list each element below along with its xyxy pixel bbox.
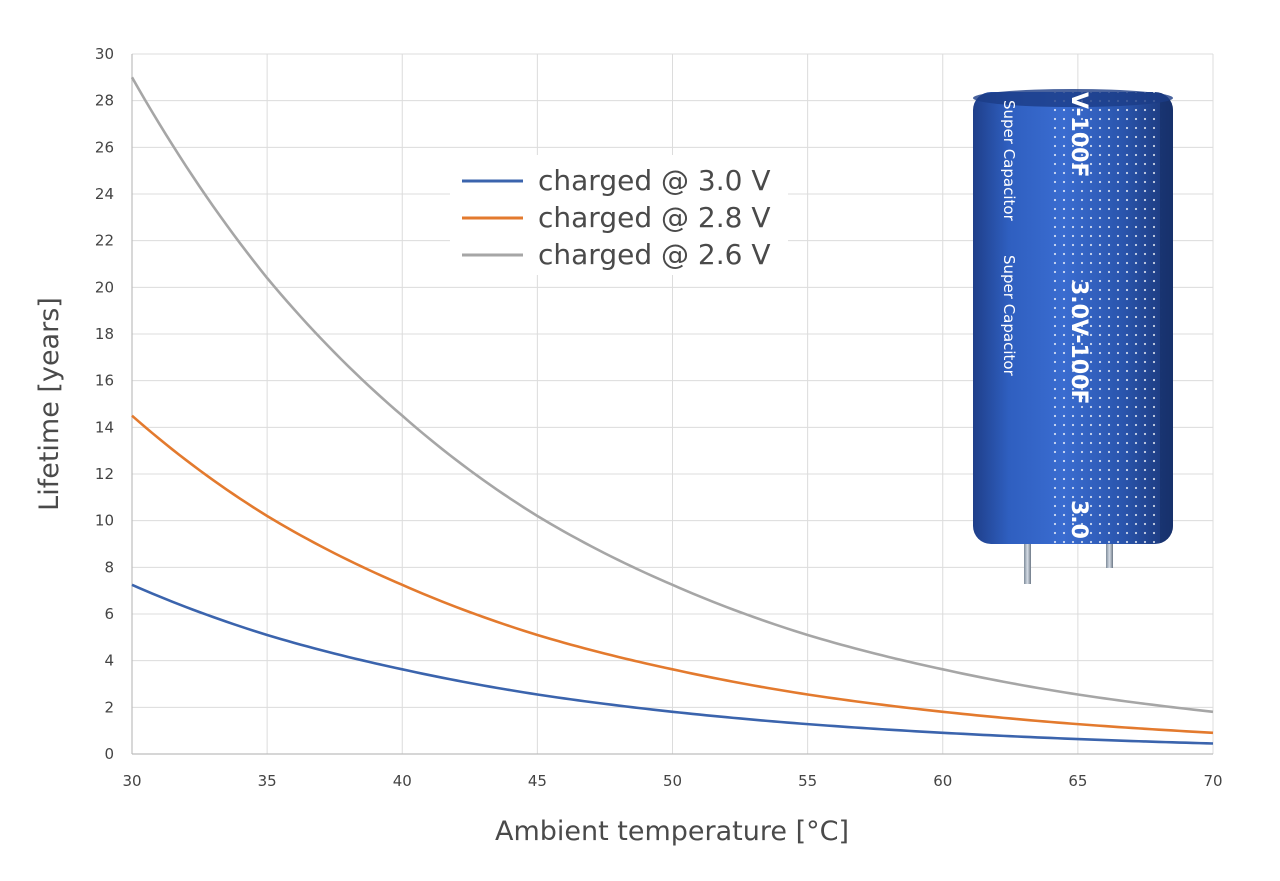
y-tick-label: 28 bbox=[95, 92, 114, 110]
y-tick-label: 22 bbox=[95, 232, 114, 250]
series-line-2 bbox=[130, 76, 1214, 714]
y-tick-label: 10 bbox=[95, 512, 114, 530]
x-tick-label: 30 bbox=[122, 772, 141, 790]
series-lines bbox=[130, 76, 1214, 745]
capacitor-lead-right bbox=[1106, 532, 1113, 568]
legend-label-2v8: charged @ 2.8 V bbox=[538, 201, 770, 234]
x-tick-label: 70 bbox=[1203, 772, 1222, 790]
y-axis-title: Lifetime [years] bbox=[34, 297, 65, 511]
x-tick-label: 55 bbox=[798, 772, 817, 790]
capacitor-brand-label-2: Super Capacitor bbox=[1000, 255, 1018, 377]
capacitor-lead-left bbox=[1024, 532, 1031, 584]
capacitor-brand-label-1: Super Capacitor bbox=[1000, 100, 1018, 222]
y-tick-label: 14 bbox=[95, 418, 114, 436]
series-line-1 bbox=[131, 414, 1214, 735]
x-tick-label: 60 bbox=[933, 772, 952, 790]
y-tick-label: 20 bbox=[95, 278, 114, 296]
y-tick-label: 6 bbox=[104, 605, 114, 623]
x-tick-label: 40 bbox=[393, 772, 412, 790]
x-tick-label: 50 bbox=[663, 772, 682, 790]
legend-label-3v0: charged @ 3.0 V bbox=[538, 164, 770, 197]
y-tick-label: 24 bbox=[95, 185, 114, 203]
y-tick-label: 26 bbox=[95, 138, 114, 156]
y-tick-label: 12 bbox=[95, 465, 114, 483]
y-tick-label: 18 bbox=[95, 325, 114, 343]
y-tick-label: 8 bbox=[104, 558, 114, 576]
x-axis-title: Ambient temperature [°C] bbox=[495, 816, 849, 847]
x-tick-labels: 30 35 40 45 50 55 60 65 70 bbox=[122, 772, 1222, 790]
y-tick-label: 30 bbox=[95, 45, 114, 63]
y-tick-label: 2 bbox=[104, 698, 114, 716]
capacitor-photo: Super Capacitor Super Capacitor V-100F 3… bbox=[973, 89, 1173, 584]
x-tick-label: 65 bbox=[1068, 772, 1087, 790]
capacitor-rating-bottom: 3.0 bbox=[1066, 500, 1091, 539]
legend-label-2v6: charged @ 2.6 V bbox=[538, 238, 770, 271]
y-tick-label: 0 bbox=[104, 745, 114, 763]
capacitor-rating-top: V-100F bbox=[1066, 92, 1091, 178]
series-line-0 bbox=[131, 583, 1214, 745]
x-tick-label: 35 bbox=[258, 772, 277, 790]
axes bbox=[131, 54, 1213, 755]
y-tick-label: 16 bbox=[95, 372, 114, 390]
x-tick-label: 45 bbox=[528, 772, 547, 790]
capacitor-rating-label: 3.0V-100F bbox=[1066, 280, 1091, 404]
y-tick-label: 4 bbox=[104, 652, 114, 670]
legend: charged @ 3.0 V charged @ 2.8 V charged … bbox=[450, 155, 788, 275]
